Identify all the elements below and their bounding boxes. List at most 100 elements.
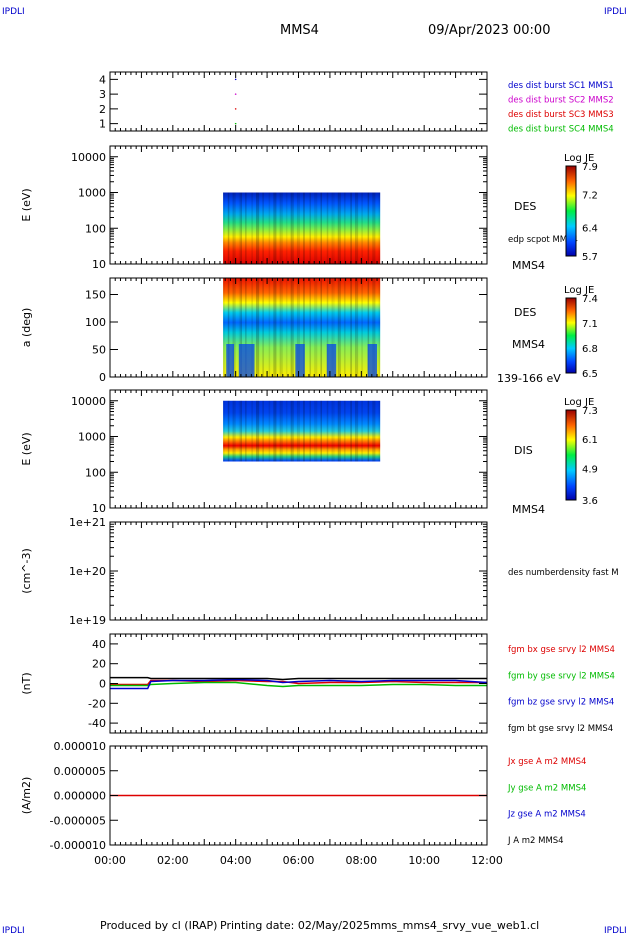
spectrogram-stripe	[326, 278, 329, 377]
pitch-gap	[226, 344, 235, 377]
date-title: 09/Apr/2023 00:00	[428, 23, 550, 38]
watermark-bottom-right: IPDLI	[604, 926, 627, 934]
spectrogram-stripe	[232, 400, 235, 462]
spectrogram-stripe	[361, 192, 363, 264]
spectrogram-stripe	[314, 400, 316, 462]
spectrogram-stripe	[268, 278, 271, 377]
colorbar	[565, 165, 577, 257]
spectrogram-stripe	[281, 400, 283, 462]
y-tick-label: 1e+19	[69, 614, 106, 627]
y-tick-label: -0.000010	[50, 839, 106, 852]
x-tick-label: 06:00	[283, 854, 315, 867]
spectrogram-stripe	[234, 278, 236, 377]
legend-entry: fgm bz gse srvy l2 MMS4	[508, 698, 614, 708]
spectrogram-stripe	[273, 400, 275, 462]
spectrogram-stripe	[356, 400, 359, 462]
spectrogram-stripe	[290, 400, 293, 462]
spectrogram-stripe	[262, 278, 264, 377]
spectrogram-stripe	[227, 400, 230, 462]
legend-entry: fgm bx gse srvy l2 MMS4	[508, 645, 615, 655]
spectrogram-stripe	[326, 400, 329, 462]
y-tick-label: 20	[92, 658, 106, 671]
spectrogram-stripe	[281, 192, 283, 264]
spectrogram-stripe	[251, 278, 253, 377]
watermark-bottom-left: IPDLI	[2, 926, 25, 934]
spectrogram-stripe	[315, 278, 318, 377]
x-tick-label: 08:00	[345, 854, 377, 867]
spectrogram-stripe	[298, 192, 300, 264]
spectrogram-stripe	[262, 192, 264, 264]
pitch-gap	[238, 344, 255, 377]
spectrogram-stripe	[309, 400, 311, 462]
panel-bottom-label: MMS4	[512, 503, 545, 516]
y-tick-label: 10000	[71, 395, 106, 408]
spectrogram-stripe	[292, 192, 294, 264]
spectrogram-stripe	[245, 278, 247, 377]
spectrogram-stripe	[331, 278, 333, 377]
panel-frame-burst	[109, 71, 488, 132]
spectrogram-stripe	[256, 192, 258, 264]
spectrogram-stripe	[356, 192, 359, 264]
spectrogram-stripe	[303, 278, 305, 377]
spectrogram-stripe	[303, 192, 305, 264]
spectrogram-stripe	[378, 278, 381, 377]
spectrogram-stripe	[378, 400, 381, 462]
y-tick-label: 1000	[78, 187, 106, 200]
y-tick-label: 0.000000	[54, 790, 107, 803]
footer-printing-date: Printing date: 02/May/2025	[220, 919, 370, 932]
x-tick-label: 10:00	[408, 854, 440, 867]
spectrogram-stripe	[350, 278, 352, 377]
spectrogram-stripe	[337, 400, 340, 462]
pitch-gap	[326, 344, 337, 377]
legend-entry: Jz gse A m2 MMS4	[507, 810, 586, 820]
spectrogram-stripe	[227, 192, 230, 264]
spectrogram-stripe	[240, 192, 242, 264]
colorbar-tick-label: 4.9	[582, 464, 598, 475]
colorbar	[565, 297, 577, 374]
legend-entry: Jy gse A m2 MMS4	[507, 783, 586, 793]
spectrogram-stripe	[333, 192, 335, 264]
colorbar	[565, 409, 577, 501]
spectrogram-stripe	[285, 278, 288, 377]
colorbar-title: Log JE	[564, 153, 594, 164]
y-axis-label: E (eV)	[20, 188, 33, 221]
spectrogram-stripe	[339, 278, 341, 377]
y-tick-label: 1e+21	[69, 516, 106, 529]
spectrogram-stripe	[367, 400, 370, 462]
spectrogram-stripe	[232, 192, 235, 264]
y-tick-label: 50	[92, 344, 106, 357]
y-tick-label: 1e+20	[69, 565, 106, 578]
y-tick-label: 4	[99, 73, 106, 86]
spectrogram-stripe	[373, 278, 376, 377]
spectrogram-dis-energy	[223, 400, 381, 462]
colorbar-title: Log JE	[564, 397, 594, 408]
spectrogram-stripe	[257, 192, 260, 264]
legend-entry: J A m2 MMS4	[507, 836, 564, 846]
colorbar-tick-label: 3.6	[582, 496, 598, 507]
spectrogram-stripe	[372, 400, 374, 462]
y-tick-label: 40	[92, 638, 106, 651]
burst-point	[234, 93, 237, 95]
spectrogram-stripe	[296, 400, 299, 462]
y-tick-label: 2	[99, 103, 106, 116]
spectrogram-stripe	[303, 400, 305, 462]
species-label: DES	[514, 200, 536, 213]
spectrogram-stripe	[251, 192, 253, 264]
spectrogram-stripe	[367, 192, 370, 264]
spectrogram-stripe	[285, 400, 288, 462]
y-tick-label: -40	[88, 717, 106, 730]
spectrogram-stripe	[279, 400, 282, 462]
spectrogram-stripe	[251, 400, 253, 462]
colorbar-tick-label: 7.9	[582, 162, 598, 173]
spectrogram-stripe	[333, 400, 335, 462]
y-tick-label: 100	[85, 316, 106, 329]
spectrogram-stripe	[333, 278, 335, 377]
y-tick-label: 100	[85, 466, 106, 479]
spectrogram-stripe	[315, 400, 318, 462]
x-tick-label: 12:00	[471, 854, 503, 867]
spectrogram-stripe	[350, 400, 352, 462]
spectrogram-stripe	[326, 192, 329, 264]
spectrogram-stripe	[234, 400, 236, 462]
y-tick-label: 0.000010	[54, 740, 107, 753]
